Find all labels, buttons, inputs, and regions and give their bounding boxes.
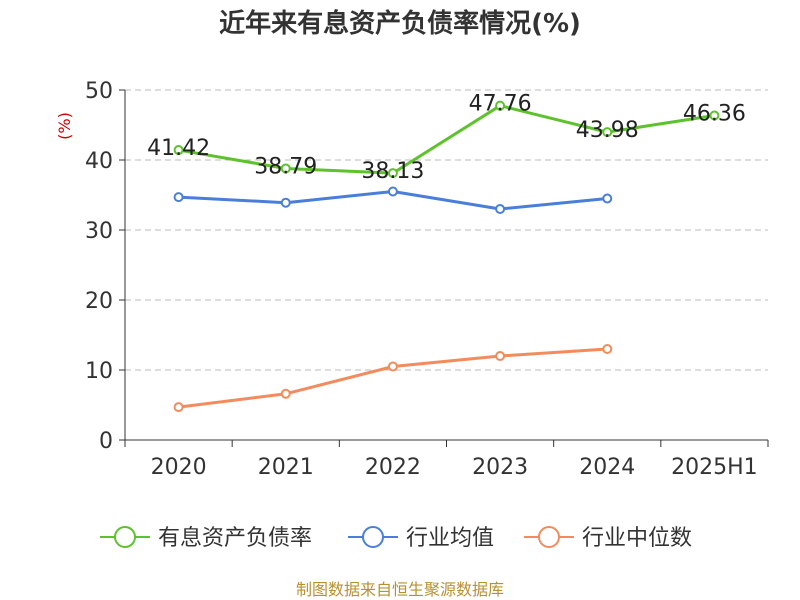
series-layer: 41.42 38.79 38.13 47.76 43.98 46.36 [147, 92, 746, 413]
x-tick-label: 2020 [151, 455, 207, 480]
y-axis-unit: (%) [55, 112, 74, 140]
legend-item-1: 行业均值 [348, 526, 494, 551]
series-0: 41.42 38.79 38.13 47.76 43.98 46.36 [147, 92, 746, 184]
legend: 有息资产负债率 行业均值 行业中位数 [100, 526, 692, 551]
x-tick-label: 2024 [579, 455, 635, 480]
data-point [495, 351, 506, 361]
y-tick-label: 40 [85, 149, 113, 174]
legend-marker [114, 526, 136, 548]
legend-label: 有息资产负债率 [158, 526, 312, 551]
y-tick-label: 0 [99, 429, 113, 454]
x-tick-label: 2025H1 [671, 455, 758, 480]
chart-title: 近年来有息资产负债率情况(%) [219, 8, 581, 39]
axes: 0 10 20 30 40 50 2020 2021 2022 2023 2024 2025H1 [85, 79, 769, 480]
grid [125, 89, 768, 371]
data-point [602, 344, 613, 354]
data-point [495, 204, 506, 214]
legend-item-0: 有息资产负债率 [100, 526, 312, 551]
data-label: 43.98 [576, 118, 639, 143]
data-point [495, 100, 506, 111]
data-label: 47.76 [469, 92, 532, 117]
data-label: 38.13 [361, 159, 424, 184]
data-point [602, 127, 613, 138]
legend-label: 行业中位数 [582, 526, 692, 551]
data-point [173, 192, 184, 203]
data-point [173, 145, 184, 156]
data-point [173, 402, 184, 413]
series-2 [173, 344, 613, 413]
legend-item-2: 行业中位数 [524, 526, 692, 551]
data-point [602, 193, 613, 204]
legend-marker [538, 526, 560, 548]
y-tick-label: 10 [85, 359, 113, 384]
y-tick-label: 50 [85, 79, 113, 104]
data-point [280, 388, 291, 399]
data-point [387, 168, 398, 179]
data-point [709, 110, 720, 121]
y-tick-label: 20 [85, 289, 113, 314]
legend-label: 行业均值 [406, 526, 494, 551]
data-point [280, 197, 291, 208]
legend-marker [362, 526, 384, 548]
series-line [177, 347, 609, 409]
data-point [387, 186, 398, 197]
x-tick-label: 2021 [258, 455, 314, 480]
data-label: 38.79 [254, 154, 317, 179]
data-point [280, 163, 291, 174]
data-point [387, 361, 398, 372]
y-tick-label: 30 [85, 219, 113, 244]
data-label: 46.36 [683, 101, 746, 126]
series-1 [173, 186, 613, 214]
x-tick-label: 2022 [365, 455, 421, 480]
source-note: 制图数据来自恒生聚源数据库 [296, 580, 504, 599]
series-line [177, 104, 716, 175]
data-label: 41.42 [147, 136, 210, 161]
x-tick-label: 2023 [472, 455, 528, 480]
